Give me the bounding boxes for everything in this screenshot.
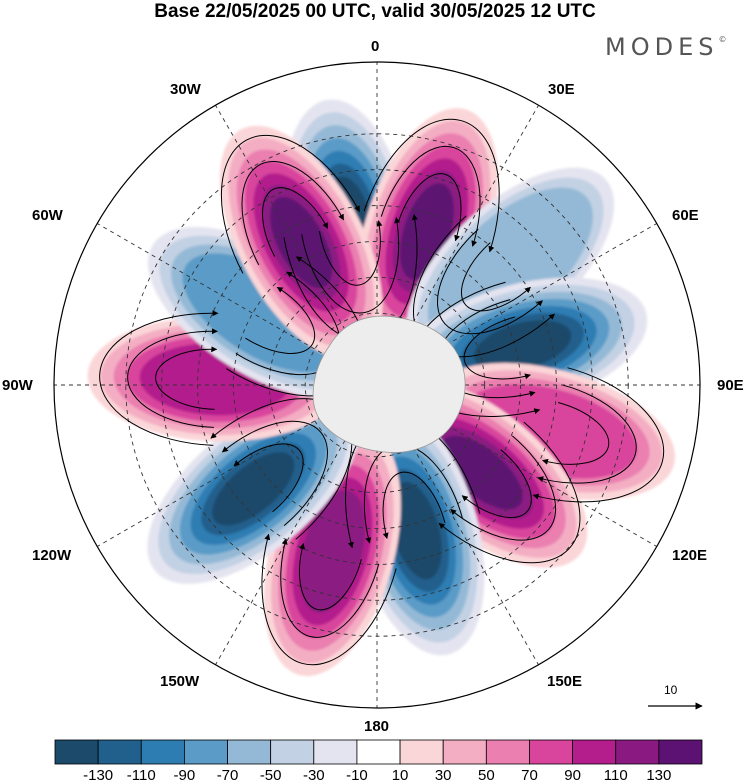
label-30w: 30W: [170, 81, 201, 98]
label-120e: 120E: [672, 547, 707, 564]
colorbar-swatch: [98, 740, 141, 764]
colorbar-tick-label: -70: [217, 767, 239, 783]
colorbar-swatch: [486, 740, 529, 764]
colorbar-swatch: [400, 740, 443, 764]
colorbar-swatch: [616, 740, 659, 764]
label-150e: 150E: [547, 673, 582, 690]
colorbar-tick-label: 50: [478, 767, 495, 783]
colorbar-tick-label: -130: [83, 767, 113, 783]
colorbar-tick-label: 110: [604, 767, 628, 783]
label-30e: 30E: [548, 81, 575, 98]
label-180: 180: [364, 718, 389, 735]
colorbar-tick-label: -30: [303, 767, 325, 783]
colorbar-swatch: [573, 740, 616, 764]
colorbar-tick-label: -90: [174, 767, 196, 783]
antarctica-outline: [313, 316, 465, 452]
colorbar-tick-label: -110: [127, 767, 156, 783]
label-90e: 90E: [717, 377, 744, 394]
colorbar-tick-label: 30: [435, 767, 452, 783]
label-60e: 60E: [672, 207, 699, 224]
reference-vector-label: 10: [664, 683, 677, 697]
colorbar-swatch: [443, 740, 486, 764]
colorbar-tick-label: 130: [646, 767, 671, 783]
colorbar-swatch: [271, 740, 314, 764]
colorbar-swatch: [357, 740, 400, 764]
polar-anomaly-map: -130 -110 -90 -70 -50 -30 -10 10 30 50 70 90 110 130: [0, 0, 750, 783]
colorbar-tick-label: 90: [564, 767, 581, 783]
colorbar-tick-label: -50: [260, 767, 282, 783]
colorbar-swatch: [55, 740, 98, 764]
colorbar-swatch: [228, 740, 271, 764]
colorbar-swatch: [184, 740, 227, 764]
colorbar-swatch: [529, 740, 572, 764]
label-120w: 120W: [32, 547, 71, 564]
colorbar-swatch: [314, 740, 357, 764]
colorbar-tick-label: 70: [521, 767, 538, 783]
colorbar-swatch: [659, 740, 702, 764]
colorbar-swatch: [141, 740, 184, 764]
label-60w: 60W: [32, 207, 63, 224]
colorbar-tick-label: 10: [392, 767, 409, 783]
colorbar: -130 -110 -90 -70 -50 -30 -10 10 30 50 70 90 110 130: [55, 740, 702, 783]
label-150w: 150W: [160, 673, 199, 690]
colorbar-tick-label: -10: [346, 767, 368, 783]
label-0: 0: [371, 38, 379, 55]
label-90w: 90W: [2, 377, 33, 394]
